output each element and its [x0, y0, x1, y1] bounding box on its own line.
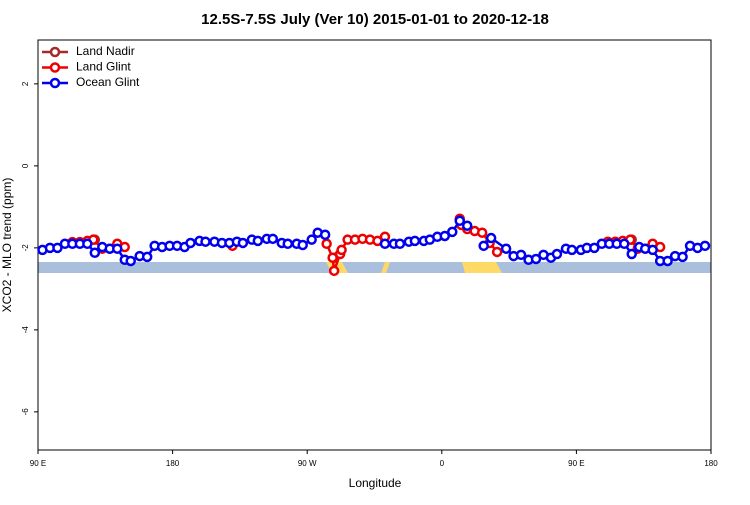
land-segment [381, 262, 390, 273]
x-tick-label: 0 [440, 459, 445, 468]
data-point [500, 243, 512, 254]
data-point [394, 238, 406, 250]
data-point [485, 232, 497, 244]
data-point [267, 233, 279, 245]
data-point [319, 229, 331, 240]
y-tick-label: 2 [21, 81, 30, 86]
land-segment [462, 262, 502, 273]
data-point [82, 238, 93, 250]
data-point [141, 251, 153, 263]
data-point [125, 255, 136, 267]
data-point [677, 251, 688, 263]
legend-marker [49, 46, 61, 58]
data-point [52, 242, 63, 254]
data-point [321, 238, 332, 250]
data-point [626, 248, 637, 260]
y-tick-label: -2 [21, 244, 30, 252]
data-point [619, 238, 630, 250]
data-point [112, 243, 123, 254]
data-point [439, 230, 451, 242]
y-tick-label: -6 [21, 408, 30, 416]
x-axis-label: Longitude [349, 476, 402, 490]
data-point [551, 248, 563, 260]
x-tick-label: 90 E [30, 459, 46, 468]
data-point [454, 215, 465, 227]
legend-label: Land Glint [76, 60, 131, 74]
y-tick-label: -4 [21, 326, 30, 334]
data-point [409, 235, 421, 247]
legend-label: Ocean Glint [76, 75, 140, 89]
data-point [185, 237, 196, 249]
legend-marker [49, 62, 61, 73]
x-tick-label: 90 W [298, 459, 317, 468]
y-tick-label: 0 [21, 163, 30, 168]
data-point [379, 238, 391, 250]
data-point [476, 227, 488, 238]
data-point [461, 220, 473, 231]
data-point [89, 247, 101, 259]
data-point [200, 236, 211, 247]
data-point [237, 237, 249, 249]
ocean-band [38, 262, 711, 273]
legend-label: Land Nadir [76, 44, 135, 58]
x-tick-label: 180 [166, 459, 180, 468]
data-point [306, 234, 317, 245]
x-tick-label: 180 [704, 459, 718, 468]
plot-frame [37, 39, 712, 451]
data-point [515, 249, 527, 261]
data-point [447, 226, 458, 238]
data-point [491, 246, 503, 258]
data-point [647, 244, 658, 256]
data-point [662, 255, 673, 267]
data-point [252, 235, 264, 247]
data-point [589, 242, 600, 254]
data-point [328, 265, 340, 277]
data-point [282, 238, 294, 250]
x-tick-label: 90 E [568, 459, 584, 468]
legend-marker [49, 77, 61, 89]
data-point [699, 240, 711, 252]
data-point [297, 239, 308, 251]
data-point [478, 240, 489, 252]
data-point [336, 244, 347, 256]
y-axis-label: XCO2 - MLO trend (ppm) [0, 178, 14, 313]
chart-title: 12.5S-7.5S July (Ver 10) 2015-01-01 to 2… [201, 11, 549, 28]
data-point [566, 244, 578, 256]
data-point [530, 253, 542, 265]
